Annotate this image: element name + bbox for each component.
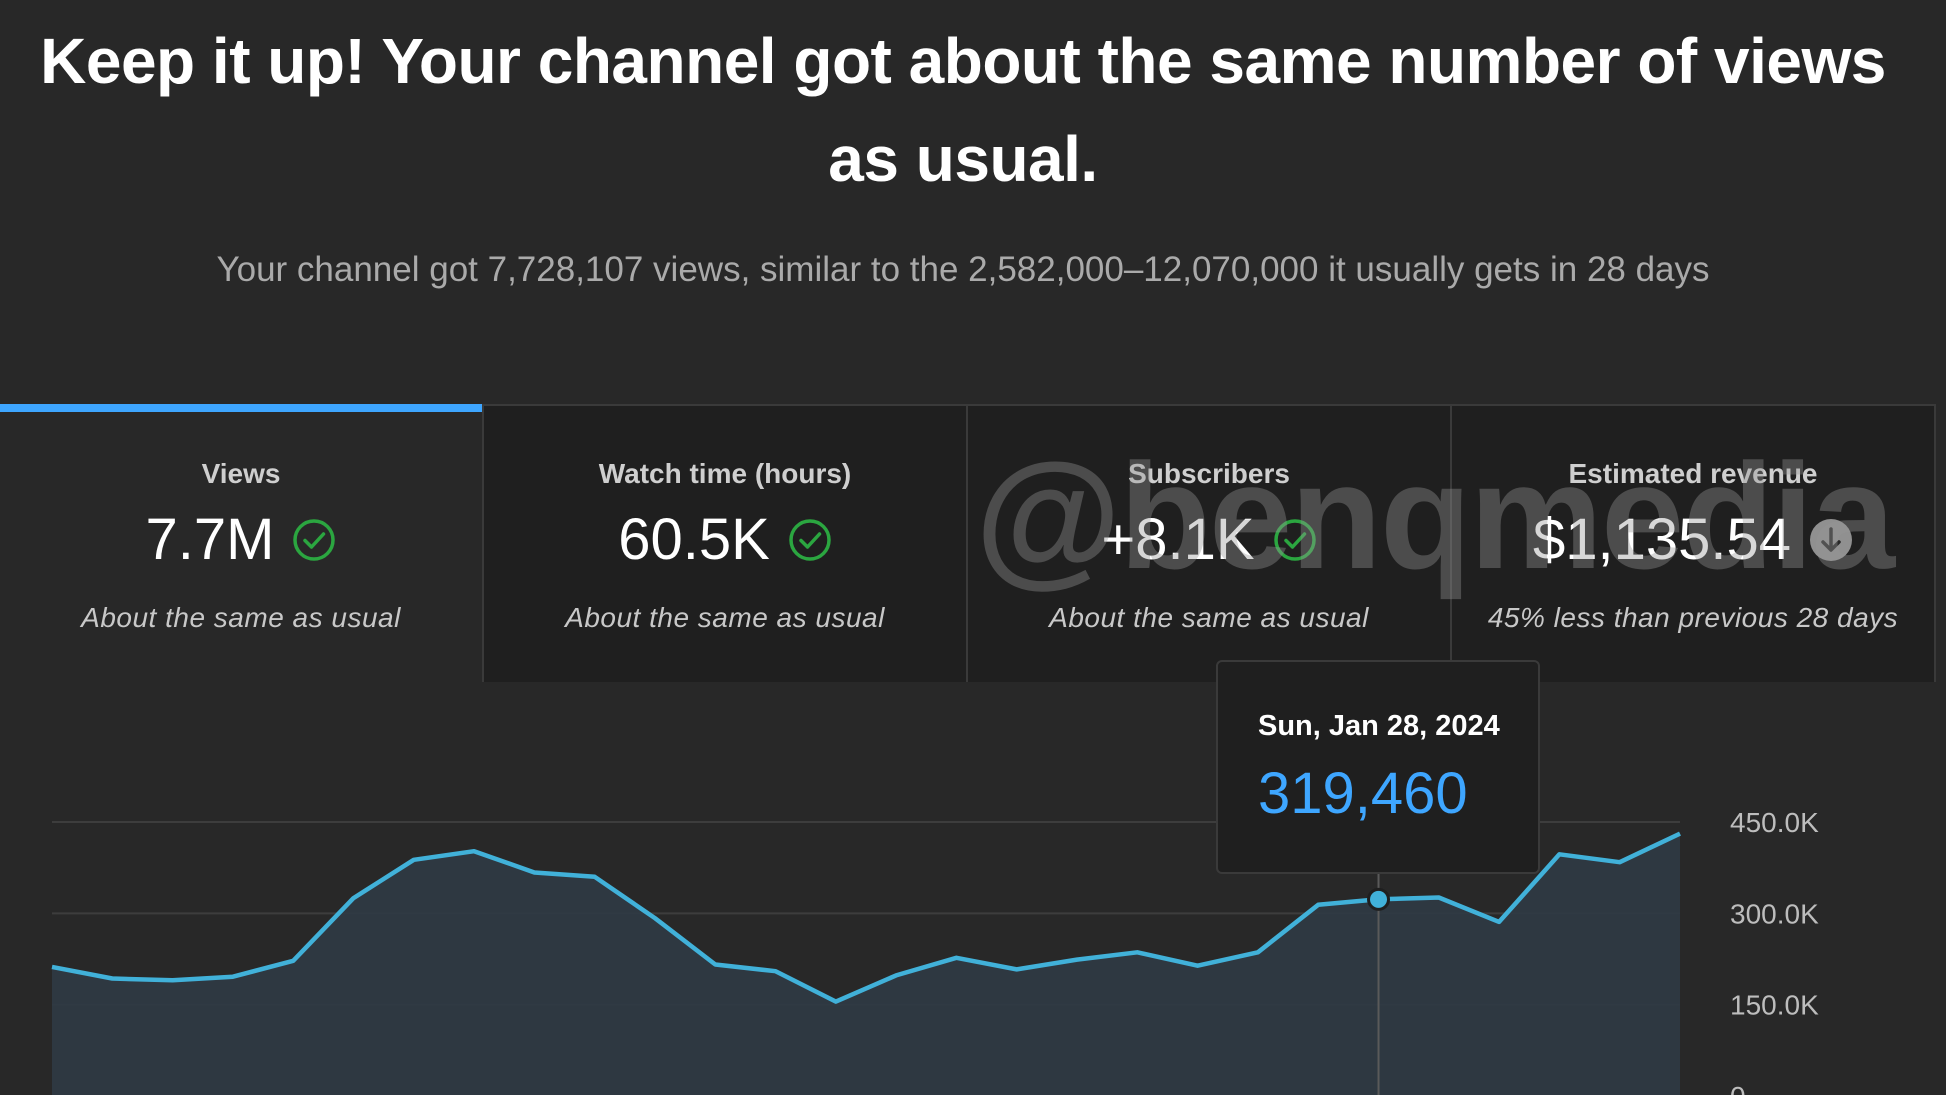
metric-note: 45% less than previous 28 days xyxy=(1487,602,1899,633)
active-tab-indicator xyxy=(0,404,482,412)
metric-value: $1,135.54 xyxy=(1532,507,1792,572)
data-point[interactable] xyxy=(1192,960,1204,972)
data-point[interactable] xyxy=(950,952,962,964)
metric-title: Watch time (hours) xyxy=(598,458,852,489)
chart-tooltip: Sun, Jan 28, 2024 319,460 xyxy=(1216,660,1540,874)
y-tick-label: 450.0K xyxy=(1730,807,1819,838)
y-tick-label: 150.0K xyxy=(1730,990,1819,1021)
data-point[interactable] xyxy=(1071,954,1083,966)
data-point[interactable] xyxy=(1553,848,1565,860)
views-area xyxy=(52,833,1680,1095)
data-point[interactable] xyxy=(1614,856,1626,868)
tooltip-value: 319,460 xyxy=(1258,761,1468,826)
views-chart-svg[interactable]: 450.0K 300.0K 150.0K 0 xyxy=(0,682,1946,1095)
views-line xyxy=(51,831,1681,1004)
data-point[interactable] xyxy=(1252,946,1264,958)
metric-title: Estimated revenue xyxy=(1568,458,1818,489)
metric-title: Subscribers xyxy=(1128,458,1290,489)
data-point[interactable] xyxy=(1011,963,1023,975)
data-point[interactable] xyxy=(1493,916,1505,928)
metric-note: About the same as usual xyxy=(81,602,401,633)
check-circle-icon xyxy=(293,518,336,561)
data-point[interactable] xyxy=(46,961,58,973)
data-point[interactable] xyxy=(589,871,601,883)
data-point[interactable] xyxy=(1433,892,1445,904)
y-tick-label: 300.0K xyxy=(1730,898,1819,929)
data-point[interactable] xyxy=(227,971,239,983)
views-summary-text: Your channel got 7,728,107 views, simila… xyxy=(216,250,1710,289)
metric-card-subscribers[interactable]: Subscribers +8.1K About the same as usua… xyxy=(966,406,1450,682)
tooltip-date: Sun, Jan 28, 2024 xyxy=(1258,710,1500,742)
metric-note: About the same as usual xyxy=(1049,602,1369,633)
metric-value: 60.5K xyxy=(618,507,770,572)
data-point[interactable] xyxy=(1312,899,1324,911)
metric-note: About the same as usual xyxy=(565,602,885,633)
data-point[interactable] xyxy=(890,969,902,981)
headline: Keep it up! Your channel got about the s… xyxy=(40,25,1886,195)
data-point[interactable] xyxy=(649,912,661,924)
arrow-down-circle-icon xyxy=(1810,518,1853,561)
views-chart[interactable]: 450.0K 300.0K 150.0K 0 xyxy=(0,682,1946,1095)
data-point[interactable] xyxy=(468,845,480,857)
y-tick-label: 0 xyxy=(1730,1081,1746,1095)
metric-card-estimated-revenue[interactable]: Estimated revenue $1,135.54 45% less tha… xyxy=(1450,406,1934,682)
data-point[interactable] xyxy=(1131,946,1143,958)
metric-card-views[interactable]: Views 7.7M About the same as usual xyxy=(0,404,482,682)
data-point[interactable] xyxy=(167,974,179,986)
highlighted-data-point[interactable] xyxy=(1367,887,1391,911)
data-point[interactable] xyxy=(709,958,721,970)
data-point[interactable] xyxy=(770,965,782,977)
data-point[interactable] xyxy=(408,854,420,866)
check-circle-icon xyxy=(1273,518,1316,561)
data-point[interactable] xyxy=(830,996,842,1008)
metric-cards: Views 7.7M About the same as usual Watch… xyxy=(0,404,1936,682)
data-point[interactable] xyxy=(106,972,118,984)
metric-title: Views xyxy=(201,458,281,489)
check-circle-icon xyxy=(789,518,831,561)
data-point[interactable] xyxy=(1674,828,1686,840)
metric-card-watch-time[interactable]: Watch time (hours) 60.5K About the same … xyxy=(482,406,966,682)
metric-value: +8.1K xyxy=(1101,507,1255,572)
data-point[interactable] xyxy=(347,892,359,904)
metric-value: 7.7M xyxy=(145,507,275,572)
data-point[interactable] xyxy=(528,867,540,879)
data-point[interactable] xyxy=(287,955,299,967)
